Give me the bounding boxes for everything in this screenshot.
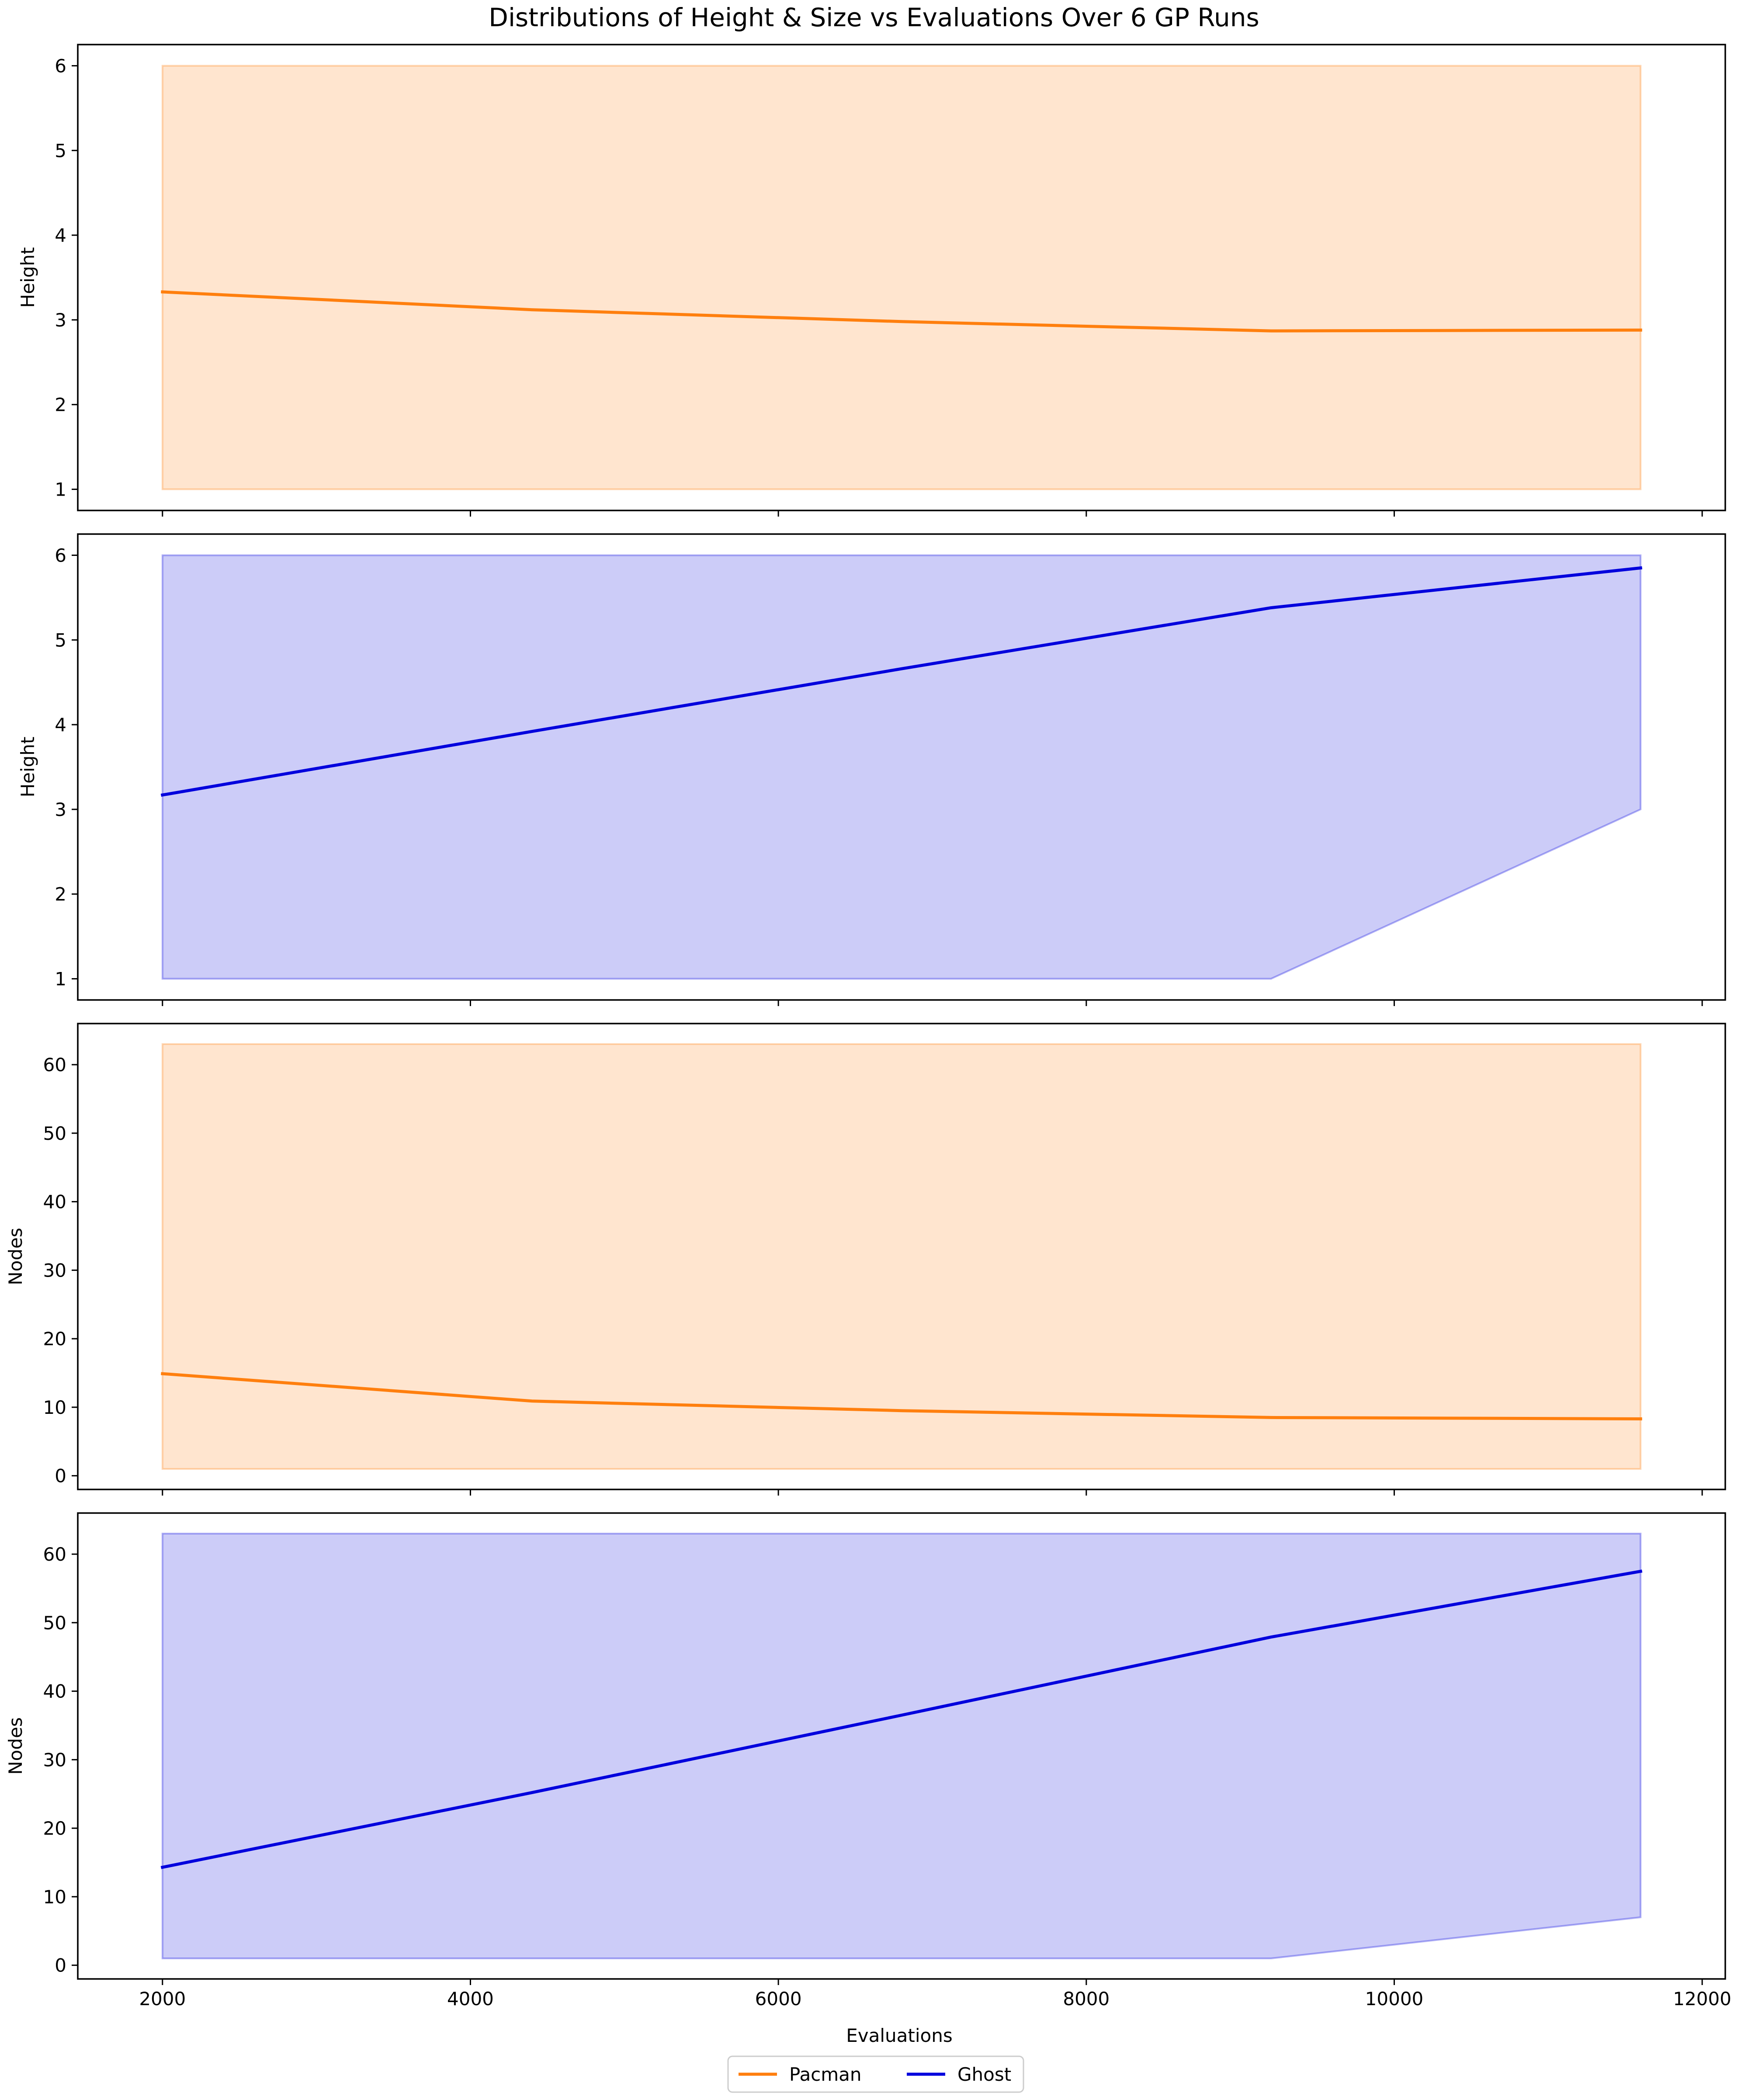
x-tick-label: 8000 — [1063, 1988, 1110, 2010]
x-axis-label: Evaluations — [846, 2025, 953, 2046]
subplot-1: 1 2 3 4 5 6 Height — [17, 44, 1726, 517]
y-tick-label: 2 — [55, 394, 66, 416]
legend-frame — [727, 2055, 1024, 2093]
x-tick-label: 6000 — [755, 1988, 802, 2010]
x-tick-label: 2000 — [139, 1988, 186, 2010]
y-tick-label: 30 — [43, 1749, 66, 1770]
range-band-ghost — [161, 1533, 1642, 1959]
y-tick-label: 3 — [55, 309, 66, 331]
mean-line-pacman — [161, 1372, 1642, 1421]
subplot-4: 0 10 20 30 40 50 60 2000 4000 6000 8000 10000 12000 N… — [5, 1512, 1731, 2010]
subplot-3: 0 10 20 30 40 50 60 Nodes — [5, 1023, 1726, 1496]
axes-frame — [77, 1512, 1726, 1980]
y-tick-label: 2 — [55, 884, 66, 905]
y-tick-label: 60 — [43, 1544, 66, 1565]
mean-line-ghost — [160, 1569, 1643, 1869]
y-tick-label: 40 — [43, 1681, 66, 1702]
y-axis-label: Nodes — [5, 1717, 26, 1775]
y-axis-label: Nodes — [5, 1228, 26, 1285]
y-tick-label: 20 — [43, 1328, 66, 1350]
x-tick-label: 4000 — [447, 1988, 494, 2010]
y-tick-label: 30 — [43, 1260, 66, 1281]
range-band-ghost — [161, 554, 1642, 980]
y-axis-label: Height — [17, 737, 38, 798]
legend-label-pacman: Pacman — [789, 2064, 862, 2085]
y-tick-label: 50 — [43, 1123, 66, 1144]
y-tick-label: 50 — [43, 1612, 66, 1634]
y-tick-label: 1 — [55, 479, 66, 500]
mean-line-ghost — [160, 566, 1643, 797]
x-tick-label: 10000 — [1365, 1988, 1424, 2010]
y-tick-label: 5 — [55, 629, 66, 651]
axes-frame — [77, 44, 1726, 511]
axes-frame — [77, 1023, 1726, 1490]
range-band-pacman — [161, 1043, 1642, 1470]
y-tick-label: 60 — [43, 1054, 66, 1076]
legend: Pacman Ghost — [727, 2055, 1024, 2093]
y-tick-label: 40 — [43, 1191, 66, 1213]
chart-title: Distributions of Height & Size vs Evalua… — [489, 3, 1259, 32]
mean-line-pacman — [161, 290, 1642, 333]
axes-frame — [77, 533, 1726, 1001]
y-tick-label: 5 — [55, 140, 66, 161]
x-tick-label: 12000 — [1673, 1988, 1731, 2010]
y-tick-label: 0 — [55, 1465, 66, 1487]
y-axis-label: Height — [17, 247, 38, 308]
y-tick-label: 4 — [55, 714, 66, 736]
legend-label-ghost: Ghost — [957, 2064, 1011, 2085]
y-tick-label: 4 — [55, 225, 66, 246]
y-tick-label: 1 — [55, 968, 66, 990]
y-tick-label: 10 — [43, 1397, 66, 1418]
y-tick-label: 3 — [55, 799, 66, 820]
y-tick-label: 10 — [43, 1886, 66, 1908]
y-tick-label: 0 — [55, 1955, 66, 1976]
range-band-pacman — [161, 65, 1642, 490]
y-tick-label: 6 — [55, 545, 66, 566]
subplot-2: 1 2 3 4 5 6 Height — [17, 533, 1726, 1006]
y-tick-label: 20 — [43, 1818, 66, 1839]
y-tick-label: 6 — [55, 55, 66, 76]
